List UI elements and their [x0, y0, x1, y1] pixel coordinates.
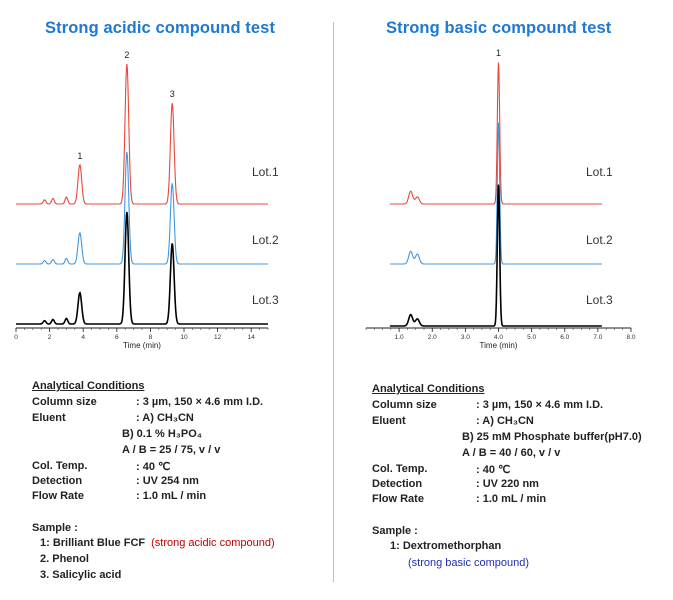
lot-label: Lot.1 [252, 165, 279, 179]
right-detect-value: : UV 220 nm [476, 478, 539, 490]
right-flow-value: : 1.0 mL / min [476, 493, 547, 505]
x-tick-label: 14 [248, 334, 256, 341]
peak-label: 1 [77, 151, 82, 161]
right-column-label: Column size [372, 399, 437, 411]
trace-lot1 [16, 63, 268, 205]
x-axis-label: Time (min) [123, 341, 161, 350]
left-sample-2: 2. Phenol [40, 553, 89, 565]
x-tick-label: 8.0 [626, 334, 635, 341]
peak-label: 2 [124, 50, 129, 60]
right-conditions-header: Analytical Conditions [372, 383, 485, 395]
peak-label: 3 [170, 89, 175, 99]
trace-lot3 [389, 184, 602, 327]
right-sample-1-note: (strong basic compound) [408, 557, 530, 569]
peak-label: 1 [496, 48, 501, 58]
x-tick-label: 2 [48, 334, 52, 341]
x-axis-label: Time (min) [480, 341, 518, 350]
trace-lot2 [16, 151, 268, 265]
right-temp-value: : 40 ℃ [476, 464, 511, 476]
left-sample-header: Sample : [32, 522, 78, 534]
left-conditions: Analytical Conditions Column size : 3 µm,… [32, 380, 332, 590]
left-temp-value: : 40 ℃ [136, 461, 171, 473]
left-detect-value: : UV 254 nm [136, 475, 199, 487]
left-sample-3: 3. Salicylic acid [40, 569, 122, 581]
x-tick-label: 3.0 [461, 334, 470, 341]
right-conditions: Analytical Conditions Column size : 3 µm,… [372, 383, 667, 583]
x-tick-label: 4 [81, 334, 85, 341]
right-chart-title: Strong basic compound test [386, 19, 612, 37]
right-eluent-ratio: A / B = 40 / 60, v / v [462, 447, 561, 459]
left-flow-value: : 1.0 mL / min [136, 490, 207, 502]
left-column-label: Column size [32, 396, 97, 408]
right-sample-1: 1: Dextromethorphan [390, 540, 502, 552]
left-flow-label: Flow Rate [32, 490, 84, 502]
x-tick-label: 7.0 [593, 334, 602, 341]
right-eluent-a: : A) CH₃CN [476, 415, 534, 427]
right-temp-label: Col. Temp. [372, 463, 428, 475]
x-tick-label: 1.0 [395, 334, 404, 341]
trace-lot2 [389, 122, 602, 265]
left-eluent-label: Eluent [32, 412, 66, 424]
x-tick-label: 6.0 [560, 334, 569, 341]
x-tick-label: 6 [115, 334, 119, 341]
x-tick-label: 12 [214, 334, 222, 341]
trace-lot1 [389, 62, 602, 205]
lot-label: Lot.2 [252, 233, 279, 247]
left-sample-1-note: (strong acidic compound) [151, 537, 275, 549]
lot-label: Lot.1 [586, 165, 613, 179]
right-column-value: : 3 µm, 150 × 4.6 mm I.D. [476, 399, 604, 411]
left-conditions-header: Analytical Conditions [32, 380, 145, 392]
right-eluent-label: Eluent [372, 415, 406, 427]
x-tick-label: 2.0 [428, 334, 437, 341]
left-eluent-ratio: A / B = 25 / 75, v / v [122, 444, 221, 456]
x-tick-label: 10 [180, 334, 188, 341]
right-detect-label: Detection [372, 478, 423, 490]
left-eluent-b: B) 0.1 % H₃PO₄ [122, 428, 203, 440]
panel-divider [333, 22, 334, 582]
x-tick-label: 4.0 [494, 334, 503, 341]
right-eluent-b: B) 25 mM Phosphate buffer(pH7.0) [462, 431, 642, 443]
lot-label: Lot.2 [586, 233, 613, 247]
left-chart-title: Strong acidic compound test [45, 19, 276, 37]
right-flow-label: Flow Rate [372, 493, 424, 505]
left-temp-label: Col. Temp. [32, 460, 88, 472]
trace-lot3 [16, 211, 268, 325]
left-column-value: : 3 µm, 150 × 4.6 mm I.D. [136, 396, 264, 408]
left-detect-label: Detection [32, 475, 83, 487]
left-eluent-a: : A) CH₃CN [136, 412, 194, 424]
x-tick-label: 5.0 [527, 334, 536, 341]
x-tick-label: 0 [14, 334, 18, 341]
lot-label: Lot.3 [586, 293, 613, 307]
right-sample-header: Sample : [372, 525, 418, 537]
left-sample-1: 1: Brilliant Blue FCF [40, 537, 146, 549]
right-chromatogram: Lot.1 Lot.2 Lot.3 1 1.0 2.0 3.0 4.0 5.0 6.0 7.0 8.0… [365, 48, 636, 350]
x-tick-label: 8 [149, 334, 153, 341]
lot-label: Lot.3 [252, 293, 279, 307]
